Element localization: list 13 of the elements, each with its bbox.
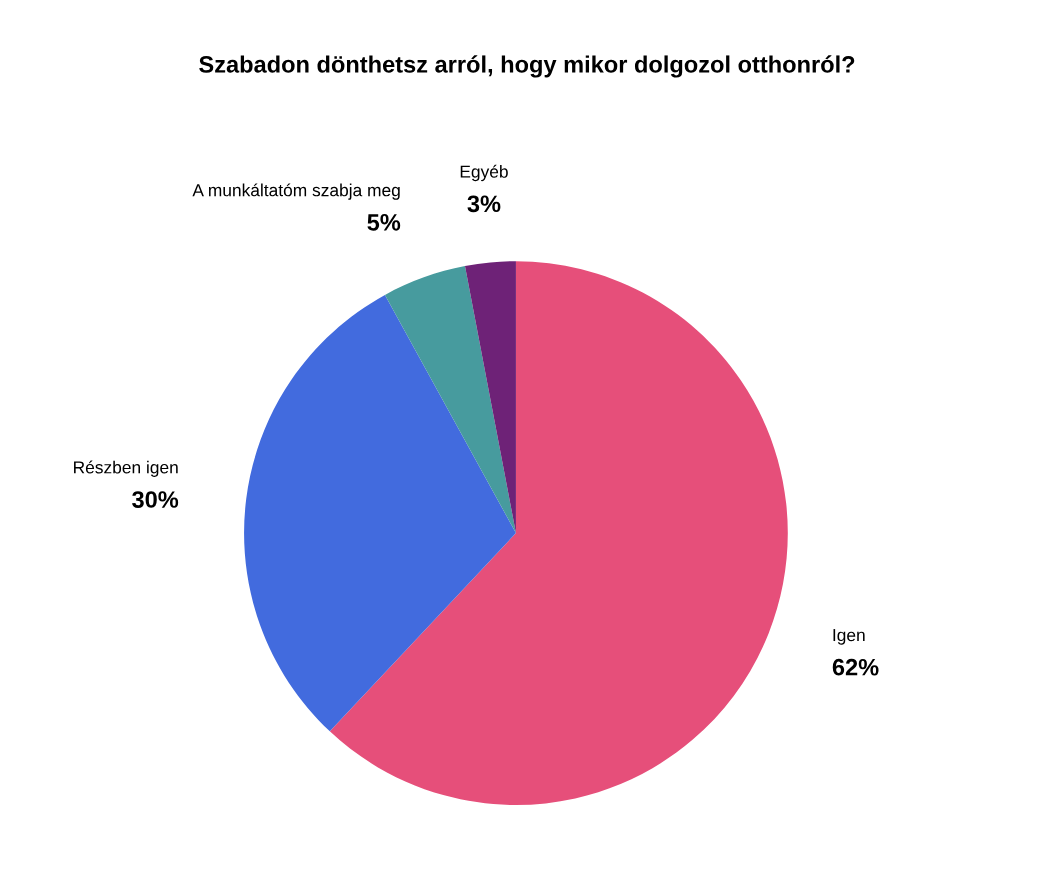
pie-slice — [464, 261, 516, 534]
slice-label: Egyéb — [460, 164, 508, 182]
slice-label: Részben igen — [74, 460, 178, 477]
chart-title: Szabadon dönthetsz arról, hogy mikor dolgozol otthonról? — [199, 55, 855, 78]
data-label: 30% — [132, 491, 179, 508]
data-label: 5% — [367, 214, 401, 231]
slice-label: Igen — [833, 629, 865, 645]
data-label: 62% — [832, 658, 879, 676]
pie-slice — [244, 294, 516, 732]
slice-label: A munkáltatóm szabja meg — [192, 183, 400, 200]
pie-slice — [384, 266, 516, 534]
pie-slice — [329, 261, 788, 805]
data-label: 3% — [467, 195, 501, 213]
